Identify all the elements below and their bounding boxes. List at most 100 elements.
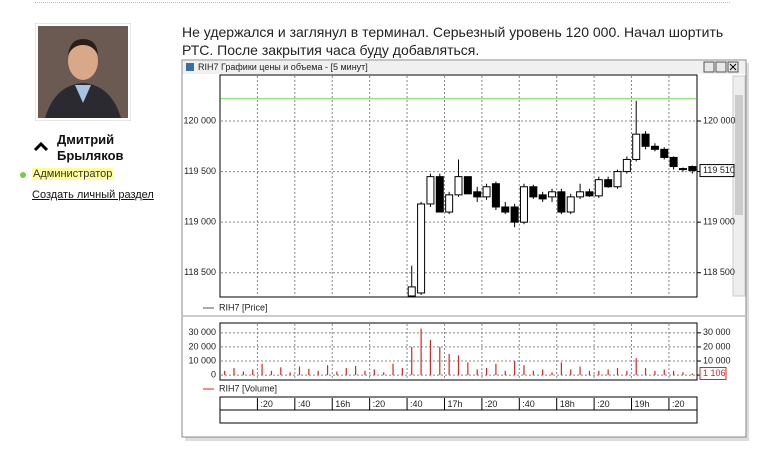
y-tick-label-left: 120 000 (183, 115, 216, 125)
volume-bar (336, 371, 338, 376)
candle-body (557, 191, 566, 213)
volume-bar (242, 371, 244, 376)
candle-body (482, 186, 491, 198)
volume-bar (298, 366, 301, 376)
candle-body (632, 133, 641, 160)
volume-bar (542, 369, 544, 376)
volume-bar (224, 370, 226, 376)
x-tick-label: :40 (410, 399, 423, 409)
volume-bar (588, 370, 591, 376)
candle-body (501, 206, 510, 213)
personal-section-link[interactable]: Создать личный раздел (32, 189, 154, 201)
candle-body (641, 133, 650, 147)
volume-bar (560, 362, 562, 376)
volume-bar (504, 370, 506, 376)
volume-bar (644, 368, 647, 376)
volume-bar (673, 370, 675, 376)
x-tick-label: :20 (373, 399, 386, 409)
post-text: Не удержался и заглянул в терминал. Серь… (182, 24, 724, 58)
last-price-box (699, 164, 735, 178)
volume-legend: RIH7 [Volume] (219, 383, 277, 393)
candle-body (585, 191, 594, 197)
volume-bar (439, 346, 441, 376)
volume-bar (626, 370, 628, 376)
x-tick-label: :20 (672, 399, 685, 409)
y-tick-label-left: 20 000 (188, 341, 216, 351)
collapse-icon[interactable] (33, 140, 49, 154)
volume-bar (448, 353, 450, 376)
user-name[interactable]: Дмитрий Брыляков (57, 132, 124, 163)
last-price-label: 119 510 (703, 165, 735, 175)
candle-body (688, 166, 697, 172)
candle-body (407, 286, 416, 297)
candle-body (510, 206, 519, 223)
candle-body (529, 186, 538, 198)
candle-body (417, 203, 426, 294)
candle-body (660, 148, 669, 158)
candle-body (445, 194, 454, 213)
x-tick-label: :40 (298, 399, 311, 409)
volume-bar (233, 368, 235, 376)
y-tick-label-left: 118 500 (184, 267, 216, 277)
volume-bar (289, 372, 291, 376)
last-volume-box (699, 367, 727, 381)
y-tick-label-right: 118 500 (703, 267, 735, 277)
candle-body (678, 168, 687, 171)
volume-bar (467, 362, 469, 376)
volume-bar (411, 346, 413, 376)
candle-body (473, 191, 482, 198)
volume-bar (598, 370, 600, 376)
volume-bar (579, 366, 581, 376)
x-tick-label: :20 (597, 399, 610, 409)
candle-body (650, 145, 659, 150)
volume-bar (252, 369, 254, 376)
x-tick-label: 17h (447, 399, 462, 409)
y-tick-label-left: 10 000 (188, 355, 216, 365)
candle-body (613, 171, 622, 188)
volume-bar (654, 370, 656, 376)
volume-bar (476, 369, 478, 376)
y-tick-label-left: 119 500 (184, 166, 216, 176)
volume-bar (457, 355, 460, 376)
candle-body (519, 186, 528, 223)
status-dot (20, 172, 26, 178)
x-tick-label: 19h (635, 399, 650, 409)
candle-body (538, 194, 547, 200)
candle-body (463, 176, 472, 195)
x-tick-label: :20 (260, 399, 273, 409)
volume-bar (485, 368, 488, 376)
y-tick-label-right: 120 000 (703, 115, 736, 125)
avatar (35, 23, 131, 121)
volume-bar (420, 328, 422, 376)
x-tick-label: :20 (485, 399, 498, 409)
volume-bar (392, 363, 394, 376)
maximize-button[interactable] (715, 61, 727, 73)
candle-body (426, 176, 435, 205)
user-role: Администратор (32, 168, 114, 180)
volume-bar (270, 370, 273, 376)
volume-bar (317, 370, 319, 376)
candle-body (435, 176, 444, 213)
volume-bar (551, 372, 553, 376)
y-tick-label-left: 30 000 (188, 327, 216, 337)
scrollbar-thumb[interactable] (735, 95, 743, 215)
y-tick-label-left: 119 000 (184, 217, 216, 227)
y-tick-label-right: 30 000 (703, 327, 731, 337)
volume-bar (570, 369, 572, 376)
candle-body (576, 191, 585, 198)
volume-bar (345, 368, 347, 376)
volume-bar (373, 369, 375, 376)
y-tick-label-right: 119 000 (703, 217, 735, 227)
volume-bar (355, 365, 357, 376)
candle-body (622, 158, 631, 173)
volume-bar (514, 361, 516, 376)
y-tick-label-right: 10 000 (703, 355, 731, 365)
divider (35, 2, 730, 3)
candle-body (566, 196, 575, 213)
volume-bar (607, 369, 609, 376)
volume-bar (635, 358, 637, 376)
volume-bar (523, 365, 525, 376)
minimize-button[interactable] (703, 61, 715, 73)
x-tick-label: 16h (335, 399, 350, 409)
